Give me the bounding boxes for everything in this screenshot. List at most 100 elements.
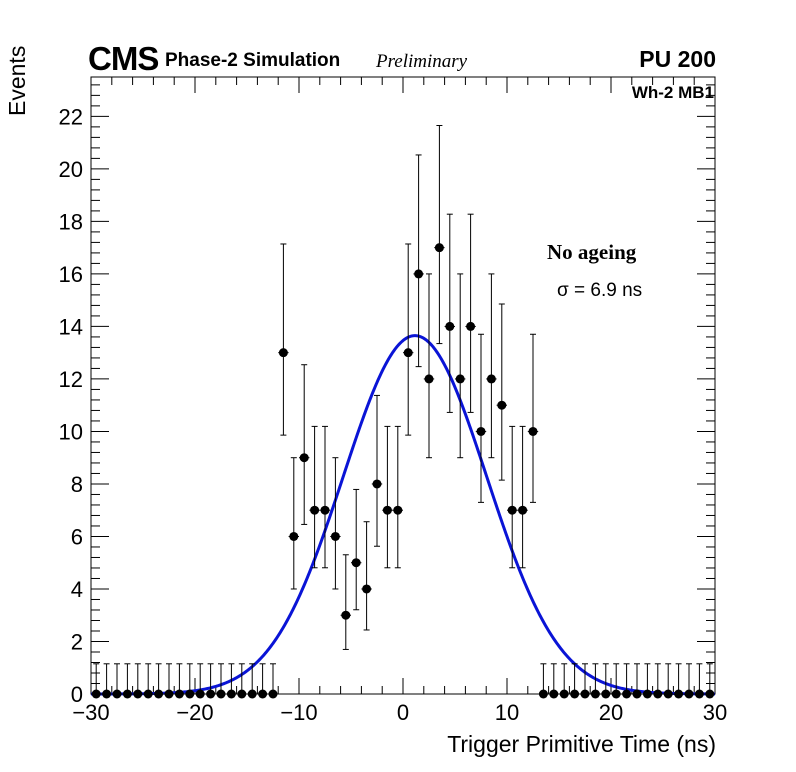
- data-point: [590, 663, 601, 699]
- data-point: [621, 663, 632, 699]
- data-point: [267, 663, 279, 699]
- data-marker: [237, 689, 247, 699]
- data-marker: [466, 321, 476, 331]
- y-tick-label: 18: [59, 209, 83, 234]
- data-point: [413, 154, 424, 368]
- data-marker: [507, 505, 517, 515]
- data-marker: [632, 689, 642, 699]
- data-point: [163, 663, 175, 699]
- data-marker: [174, 689, 184, 699]
- data-marker: [622, 689, 632, 699]
- ageing-label: No ageing: [547, 240, 637, 264]
- data-point: [371, 394, 383, 547]
- data-marker: [663, 689, 673, 699]
- data-marker: [642, 689, 652, 699]
- data-marker: [497, 400, 507, 410]
- fit-curve: [91, 334, 715, 696]
- data-marker: [247, 689, 257, 699]
- data-point: [694, 663, 705, 699]
- data-point: [611, 663, 622, 699]
- pileup-label: PU 200: [639, 46, 716, 72]
- data-point: [205, 663, 216, 699]
- data-marker: [486, 374, 496, 384]
- data-marker: [154, 689, 164, 699]
- data-marker: [653, 689, 663, 699]
- data-point: [559, 663, 570, 699]
- data-point: [475, 333, 487, 503]
- data-marker: [268, 689, 278, 699]
- y-tick-label: 2: [71, 629, 83, 654]
- experiment-label: CMS: [88, 40, 159, 77]
- data-point: [403, 243, 414, 436]
- station-label: Wh-2 MB1: [631, 83, 714, 102]
- y-tick-label: 16: [59, 262, 83, 287]
- data-marker: [164, 689, 174, 699]
- y-axis-title: Events: [4, 45, 30, 116]
- data-point: [527, 333, 539, 503]
- simulation-label: Phase-2 Simulation: [165, 50, 341, 71]
- x-tick-label: −10: [280, 700, 317, 725]
- y-tick-label: 8: [71, 472, 83, 497]
- data-point: [600, 663, 611, 699]
- data-point: [538, 663, 549, 699]
- data-point: [91, 663, 102, 699]
- data-point: [423, 273, 435, 459]
- data-point: [132, 663, 143, 699]
- data-marker: [445, 321, 455, 331]
- data-marker: [226, 689, 236, 699]
- data-marker: [611, 689, 621, 699]
- data-point: [444, 213, 455, 413]
- data-point: [496, 303, 507, 481]
- data-point: [299, 364, 310, 525]
- data-marker: [601, 689, 611, 699]
- axes: −30 −20 −10 0 10 20 30 0 2 4 6 8 10 12 14 16 18 20 22: [59, 76, 727, 725]
- data-point: [309, 425, 320, 569]
- data-marker: [393, 505, 403, 515]
- data-point: [215, 663, 227, 699]
- data-marker: [424, 374, 434, 384]
- data-point: [465, 213, 476, 413]
- data-point: [631, 663, 643, 699]
- data-marker: [372, 479, 382, 489]
- data-point: [569, 663, 580, 699]
- data-point: [174, 663, 185, 699]
- x-axis-title: Trigger Primitive Time (ns): [447, 731, 716, 757]
- data-point: [143, 663, 154, 699]
- data-point: [278, 243, 289, 436]
- data-point: [507, 425, 518, 569]
- data-marker: [206, 689, 216, 699]
- data-point: [340, 554, 351, 650]
- data-marker: [455, 374, 465, 384]
- data-point: [111, 663, 123, 699]
- data-marker: [143, 689, 153, 699]
- data-marker: [112, 689, 122, 699]
- data-point: [673, 663, 684, 699]
- data-marker: [559, 689, 569, 699]
- data-point: [288, 457, 299, 590]
- data-marker: [341, 610, 351, 620]
- data-marker: [705, 689, 715, 699]
- x-tick-label: 30: [703, 700, 727, 725]
- data-marker: [91, 689, 101, 699]
- y-tick-label: 22: [59, 104, 83, 129]
- data-point: [579, 663, 591, 699]
- data-point: [122, 663, 133, 699]
- data-point: [319, 425, 331, 569]
- data-marker: [590, 689, 600, 699]
- data-point: [153, 663, 164, 699]
- data-marker: [133, 689, 143, 699]
- data-marker: [694, 689, 704, 699]
- data-point: [486, 273, 497, 459]
- y-tick-label: 6: [71, 524, 83, 549]
- preliminary-label: Preliminary: [376, 51, 468, 72]
- data-point: [361, 521, 372, 631]
- plot-frame: [90, 76, 716, 695]
- data-point: [642, 663, 653, 699]
- data-point: [257, 663, 268, 699]
- data-point: [434, 124, 445, 345]
- data-marker: [216, 689, 226, 699]
- data-marker: [289, 531, 299, 541]
- data-marker: [362, 584, 372, 594]
- data-marker: [580, 689, 590, 699]
